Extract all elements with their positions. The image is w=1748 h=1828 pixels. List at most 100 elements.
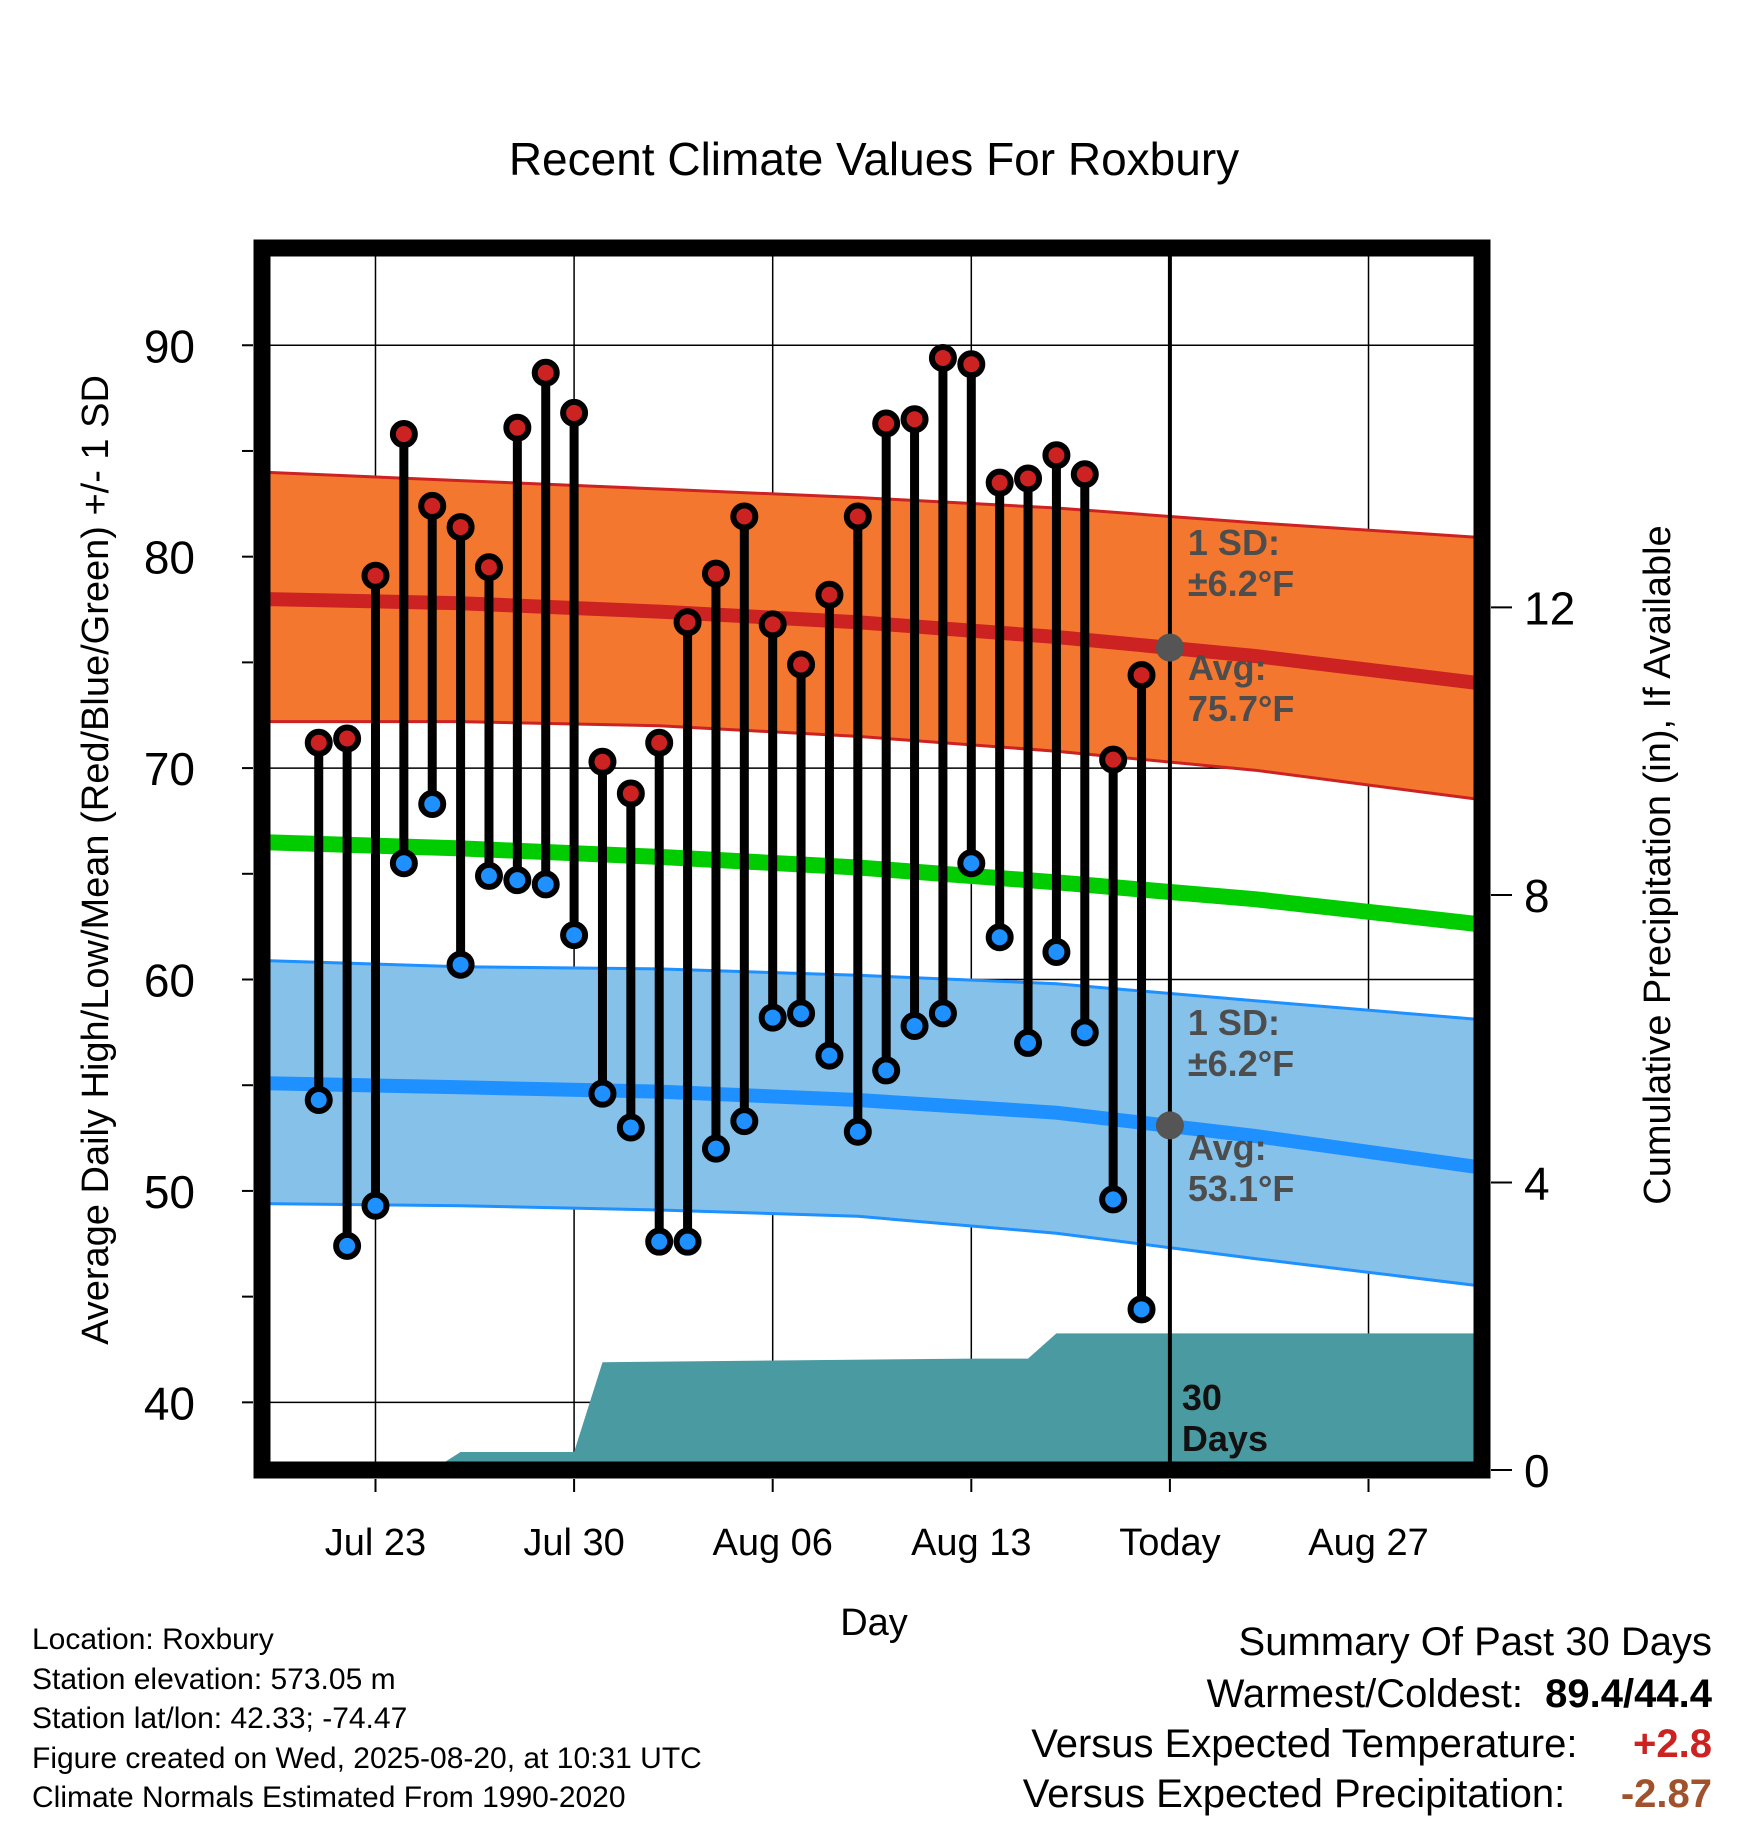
x-tick-label: Aug 13: [911, 1522, 1031, 1564]
info-normals: Climate Normals Estimated From 1990-2020: [32, 1781, 626, 1814]
high-point: [474, 553, 503, 582]
warm-cold-label: Warmest/Coldest:: [1206, 1672, 1523, 1716]
y-tick-label: 80: [144, 532, 195, 584]
y-tick-label: 70: [144, 743, 195, 795]
low-point: [673, 1227, 702, 1256]
high-point: [673, 608, 702, 637]
low-point: [1127, 1295, 1156, 1324]
high-point: [389, 420, 418, 449]
low-point: [1014, 1028, 1043, 1057]
low-point: [333, 1231, 362, 1260]
low-point: [560, 921, 589, 950]
low-sd-band: [262, 960, 1482, 1287]
high-point: [843, 502, 872, 531]
y2-tick-label: 4: [1524, 1157, 1550, 1209]
chart-title: Recent Climate Values For Roxbury: [509, 133, 1239, 185]
high-sd-band: [262, 472, 1482, 800]
low-point: [474, 861, 503, 890]
info-location: Location: Roxbury: [32, 1623, 274, 1656]
x-tick-label: Aug 27: [1308, 1522, 1428, 1564]
high-point: [361, 561, 390, 590]
low-point: [900, 1012, 929, 1041]
high-band-upper-edge: [262, 470, 1482, 540]
high-point: [560, 398, 589, 427]
high-point: [645, 728, 674, 757]
high-point: [588, 747, 617, 776]
low-point: [361, 1191, 390, 1220]
high-sd-annotation: 1 SD:: [1188, 522, 1280, 563]
precip-label: Versus Expected Precipitation:: [1022, 1772, 1566, 1816]
temp-value: +2.8: [1633, 1722, 1712, 1766]
summary-title: Summary Of Past 30 Days: [1238, 1620, 1712, 1664]
x-tick-label: Today: [1119, 1522, 1220, 1564]
high-avg-annotation: Avg:: [1188, 647, 1267, 688]
summary-precip: Versus Expected Precipitation: -2.87: [1023, 1772, 1712, 1817]
high-point: [872, 409, 901, 438]
low-point: [815, 1041, 844, 1070]
high-sd-annotation: ±6.2°F: [1188, 563, 1294, 604]
low-point: [389, 849, 418, 878]
low-point: [588, 1079, 617, 1108]
y2-axis-label: Cumulative Precipitation (in), If Availa…: [1637, 525, 1679, 1204]
low-point: [645, 1227, 674, 1256]
x-tick-label: Aug 06: [712, 1522, 832, 1564]
high-point: [1070, 460, 1099, 489]
low-point: [985, 923, 1014, 952]
high-point: [531, 358, 560, 387]
low-point: [787, 999, 816, 1028]
today-low-avg-marker: [1155, 1111, 1184, 1140]
high-point: [418, 491, 447, 520]
low-point: [531, 870, 560, 899]
temp-label: Versus Expected Temperature:: [1031, 1722, 1578, 1766]
y2-tick-label: 0: [1524, 1445, 1550, 1497]
high-point: [815, 580, 844, 609]
info-created: Figure created on Wed, 2025-08-20, at 10…: [32, 1742, 702, 1775]
low-point: [616, 1113, 645, 1142]
high-point: [446, 513, 475, 542]
low-point: [957, 849, 986, 878]
high-point: [1127, 661, 1156, 690]
high-point: [333, 724, 362, 753]
high-point: [758, 610, 787, 639]
high-point: [701, 559, 730, 588]
high-point: [730, 502, 759, 531]
high-point: [787, 650, 816, 679]
low-avg-annotation: Avg:: [1188, 1127, 1267, 1168]
low-point: [730, 1107, 759, 1136]
warm-cold-value: 89.4/44.4: [1545, 1672, 1712, 1716]
high-point: [503, 413, 532, 442]
low-point: [1070, 1018, 1099, 1047]
x-tick-label: Jul 30: [523, 1522, 624, 1564]
today-days-label: 30: [1182, 1377, 1222, 1418]
today-high-avg-marker: [1155, 633, 1184, 662]
high-avg-annotation: 75.7°F: [1188, 688, 1294, 729]
today-days-label: Days: [1182, 1418, 1268, 1459]
low-band-lower-edge: [262, 1202, 1482, 1288]
y-tick-label: 40: [144, 1377, 195, 1429]
high-point: [1099, 745, 1128, 774]
low-point: [418, 790, 447, 819]
precipitation-area: [262, 1333, 1482, 1470]
info-elevation: Station elevation: 573.05 m: [32, 1663, 396, 1696]
y-tick-label: 90: [144, 320, 195, 372]
high-point: [957, 350, 986, 379]
low-point: [1042, 938, 1071, 967]
high-point: [900, 405, 929, 434]
high-point: [304, 728, 333, 757]
low-point: [872, 1056, 901, 1085]
low-point: [1099, 1185, 1128, 1214]
high-point: [616, 779, 645, 808]
info-latlon: Station lat/lon: 42.33; -74.47: [32, 1702, 408, 1735]
y2-tick-label: 12: [1524, 582, 1575, 634]
x-axis-label: Day: [840, 1602, 908, 1644]
low-point: [446, 950, 475, 979]
low-point: [304, 1086, 333, 1115]
high-point: [1042, 441, 1071, 470]
x-tick-label: Jul 23: [325, 1522, 426, 1564]
low-point: [928, 999, 957, 1028]
low-point: [758, 1003, 787, 1032]
high-point: [985, 468, 1014, 497]
